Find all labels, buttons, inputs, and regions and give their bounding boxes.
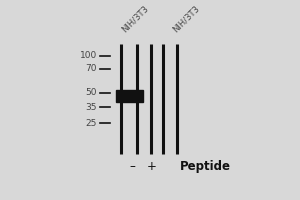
Text: NIH/3T3: NIH/3T3 [120,4,150,34]
Text: Peptide: Peptide [179,160,230,173]
Text: NIH/3T3: NIH/3T3 [171,4,202,34]
Text: –: – [130,160,136,173]
Text: 25: 25 [85,119,97,128]
Bar [116,90,143,102]
Text: 70: 70 [85,64,97,73]
Text: 100: 100 [80,51,97,60]
Text: 35: 35 [85,103,97,112]
Text: +: + [146,160,156,173]
Text: 50: 50 [85,88,97,97]
